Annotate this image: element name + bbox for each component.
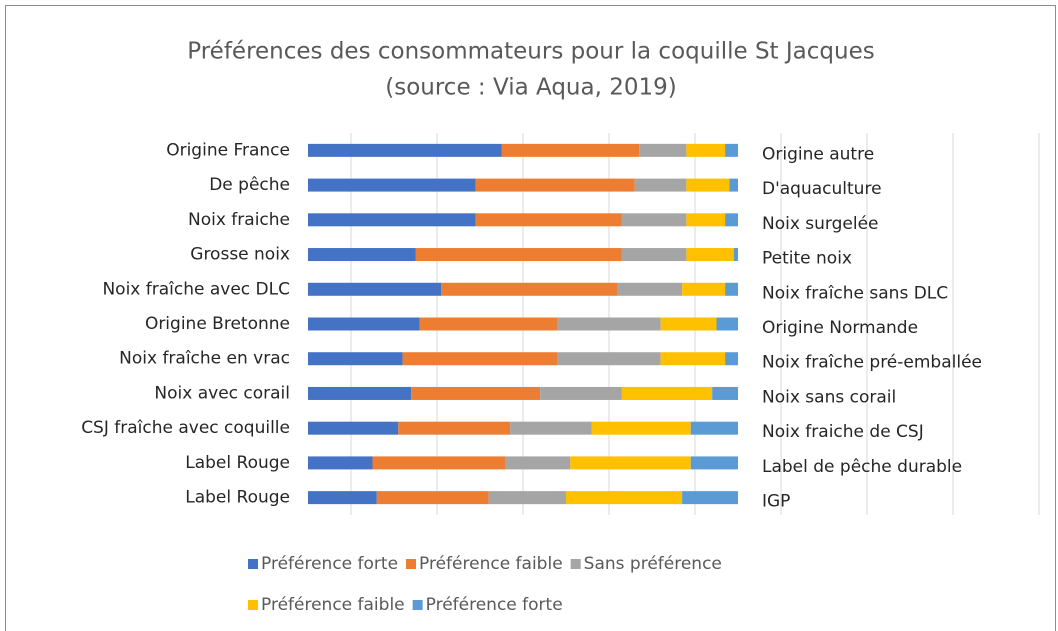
bar-segment [660,317,717,331]
y-tick-label: Noix fraîche avec DLC [102,279,290,299]
bar-segment [686,178,730,192]
y-tick-label: CSJ fraîche avec coquille [81,418,290,438]
bar-segment [725,282,738,296]
y-tick-label: Noix fraîche en vrac [119,349,290,369]
bar-segment [308,178,476,192]
legend-label: Préférence forte [261,554,398,574]
bar-segment [372,456,506,470]
bar-segment [682,282,726,296]
bar-segment [501,143,640,157]
chart-subtitle: (source : Via Aqua, 2019) [385,75,676,101]
bar-segment [540,386,622,400]
bar-segment [686,213,726,227]
y-tick-label: Grosse noix [190,245,290,265]
bar-segment [376,491,489,505]
bar-segment [308,282,442,296]
legend-label: Préférence faible [419,554,563,574]
bar-segment [308,248,416,262]
bar-segment [411,386,541,400]
bar-segment [308,386,412,400]
legend-swatch [570,559,581,569]
bar-segment [591,421,691,435]
bar-segment [733,248,738,262]
bar-segment [488,491,566,505]
y-tick-label-right: D'aquaculture [762,179,882,199]
bar-segment [621,248,687,262]
y-tick-label-right: Noix fraîche pré-emballée [762,353,982,373]
bar-segment [475,213,622,227]
legend-label: Sans préférence [584,554,722,574]
y-tick-label-right: Petite noix [762,249,852,269]
bar-segment [398,421,511,435]
bar-segment [415,248,622,262]
bar-segment [308,456,373,470]
bar-segment [686,248,734,262]
bar-segment [725,213,738,227]
bar-segment [419,317,558,331]
bar-segment [510,421,592,435]
bar-segment [725,352,738,366]
bar-segment [308,143,502,157]
y-tick-label-right: Noix fraîche sans DLC [762,283,948,303]
y-tick-label: Origine Bretonne [145,314,290,334]
legend-label: Préférence faible [261,595,405,615]
y-tick-label-right: Label de pêche durable [762,457,962,477]
bar-segment [660,352,726,366]
bar-segment [557,317,661,331]
y-tick-label-right: Origine Normande [762,318,918,338]
bar-segment [621,213,687,227]
y-tick-label-right: Noix fraiche de CSJ [762,422,924,442]
y-tick-label: Label Rouge [185,453,290,473]
bar-segment [308,213,476,227]
bar-segment [639,143,687,157]
y-tick-label-right: Noix sans corail [762,387,896,407]
legend-swatch [248,600,258,610]
bar-segment [725,143,738,157]
bar-segment [690,456,738,470]
y-tick-label: Label Rouge [185,488,290,508]
chart-title: Préférences des consommateurs pour la co… [187,39,874,65]
y-tick-label-right: IGP [762,492,790,512]
bar-segment [686,143,726,157]
y-tick-label: De pêche [209,175,290,195]
y-tick-label-right: Origine autre [762,144,874,164]
bar-segment [505,456,571,470]
bar-segment [712,386,738,400]
bar-segment [634,178,687,192]
y-tick-label: Noix avec corail [154,383,290,403]
bar-segment [570,456,691,470]
bar-segment [557,352,661,366]
bar-segment [308,352,403,366]
bar-segment [308,317,420,331]
bar-segment [441,282,618,296]
bar-segment [308,491,377,505]
bar-segment [475,178,635,192]
y-tick-label: Noix fraiche [188,210,290,230]
bar-segment [617,282,683,296]
bar-segment [716,317,738,331]
y-tick-label-right: Noix surgelée [762,214,879,234]
bar-segment [402,352,558,366]
legend-swatch [248,559,258,569]
legend-swatch [406,559,417,569]
bar-segment [308,421,399,435]
bar-segment [729,178,738,192]
bar-segment [690,421,738,435]
bar-segment [682,491,738,505]
y-tick-label: Origine France [166,140,290,160]
bar-segment [621,386,713,400]
legend-label: Préférence forte [426,595,563,615]
bar-segment [566,491,683,505]
legend-swatch [412,600,423,610]
